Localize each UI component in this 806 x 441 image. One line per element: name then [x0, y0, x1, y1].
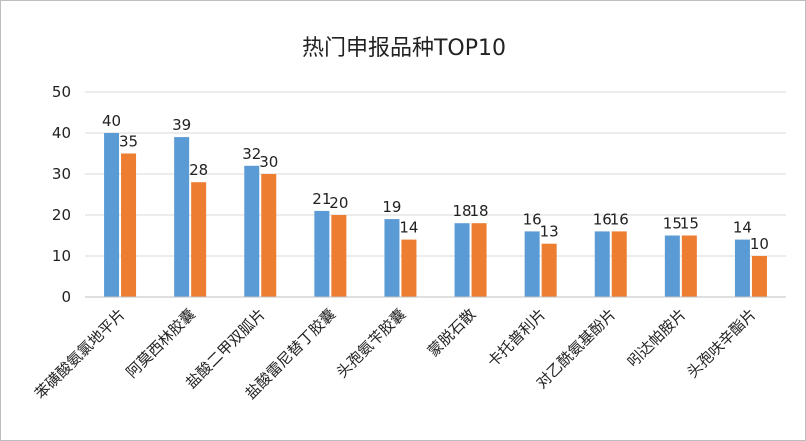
data-label: 14	[399, 219, 418, 237]
y-tick-label: 0	[61, 288, 71, 306]
y-tick-label: 50	[52, 83, 71, 101]
data-label: 39	[172, 116, 191, 134]
x-tick-label: 阿莫西林胶囊	[123, 305, 199, 381]
y-tick-label: 10	[52, 247, 71, 265]
data-label: 16	[593, 210, 612, 228]
data-label: 10	[750, 235, 769, 253]
bar-series-2	[751, 256, 767, 297]
bar-series-1	[104, 133, 120, 297]
data-label: 15	[680, 215, 699, 233]
data-label: 16	[523, 210, 542, 228]
data-label: 28	[189, 161, 208, 179]
chart-title: 热门申报品种TOP10	[302, 36, 506, 61]
data-label: 19	[382, 198, 401, 216]
data-label: 21	[312, 190, 331, 208]
x-tick-label: 头孢呋辛酯片	[683, 305, 759, 381]
bar-series-2	[261, 174, 277, 297]
x-tick-label: 蒙脱石散	[424, 305, 479, 360]
y-tick-label: 40	[52, 124, 71, 142]
data-label: 30	[259, 153, 278, 171]
bar-series-2	[541, 243, 557, 297]
data-label: 20	[329, 194, 348, 212]
x-tick-label: 卡托普利片	[484, 305, 550, 371]
data-label: 14	[733, 219, 752, 237]
x-tick-label: 苯磺酸氨氯地平片	[31, 305, 129, 403]
bar-series-2	[681, 235, 697, 297]
bar-series-1	[314, 210, 330, 297]
bar-series-1	[384, 219, 400, 297]
y-tick-label: 30	[52, 165, 71, 183]
y-tick-label: 20	[52, 206, 71, 224]
data-label: 40	[102, 112, 121, 130]
data-label: 18	[470, 202, 489, 220]
data-label: 35	[119, 133, 138, 151]
bar-series-1	[594, 231, 610, 297]
bar-series-2	[401, 239, 417, 297]
data-label: 18	[453, 202, 472, 220]
data-label: 16	[610, 210, 629, 228]
bar-series-1	[734, 239, 750, 297]
bar-series-1	[454, 223, 470, 297]
bar-series-2	[611, 231, 627, 297]
bar-series-2	[331, 215, 347, 297]
bar-series-2	[471, 223, 487, 297]
x-tick-label: 头孢氨苄胶囊	[333, 305, 409, 381]
bar-series-1	[664, 235, 680, 297]
data-label: 13	[540, 223, 559, 241]
bar-series-1	[174, 137, 190, 297]
bar-series-1	[524, 231, 540, 297]
data-label: 15	[663, 215, 682, 233]
bar-series-2	[191, 182, 207, 297]
x-tick-label: 吲达帕胺片	[624, 305, 690, 371]
data-label: 32	[242, 145, 261, 163]
bar-series-2	[121, 153, 137, 297]
bars	[104, 133, 767, 297]
bar-series-1	[244, 165, 260, 297]
